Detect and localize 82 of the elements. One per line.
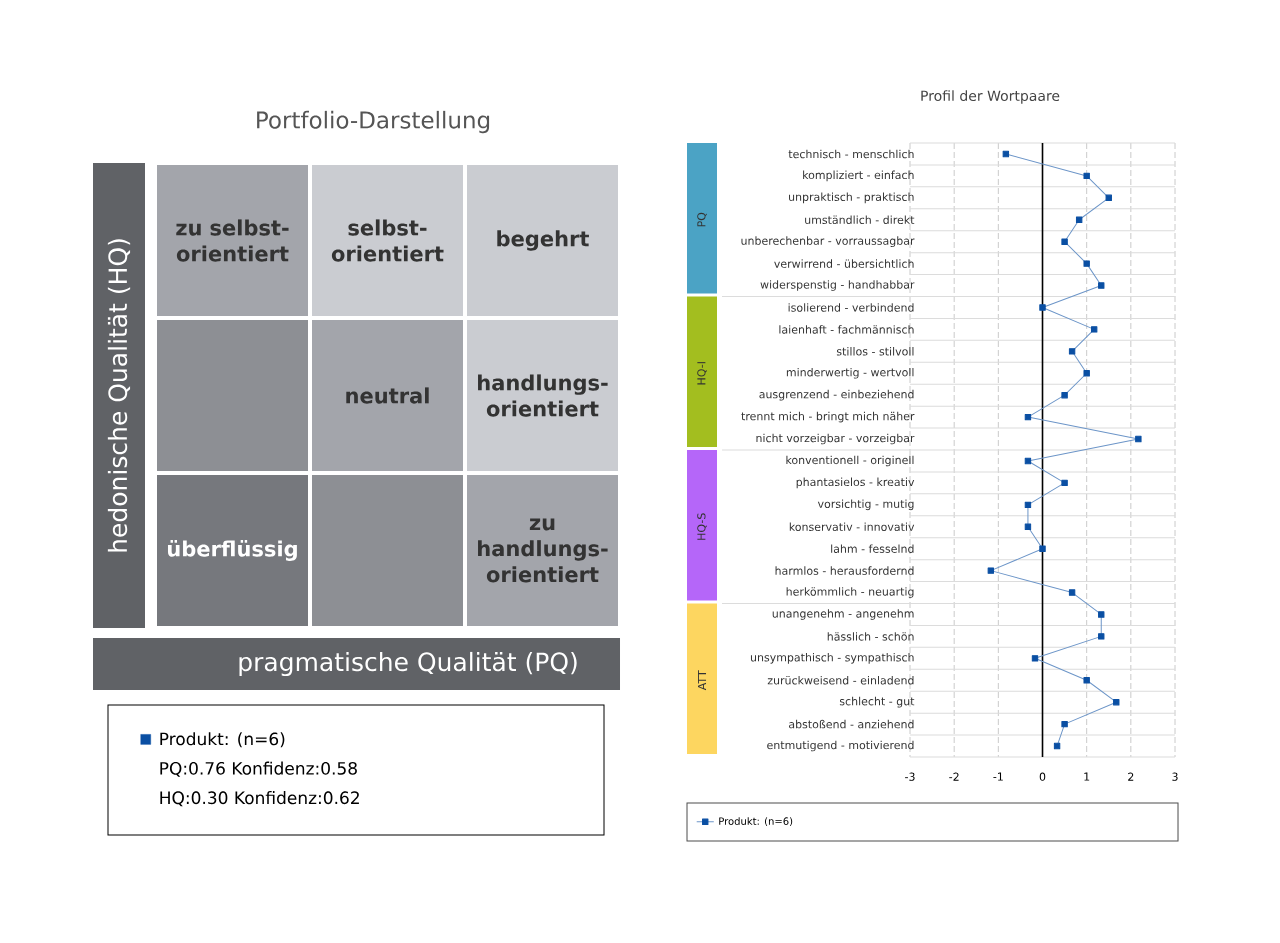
point (1061, 391, 1068, 399)
point (1039, 545, 1046, 552)
y-tick-label: herkömmlich - neuartig (786, 587, 914, 598)
text: selbst-orientiert (331, 219, 444, 262)
point (1098, 633, 1105, 640)
point (1135, 435, 1142, 443)
text: HQ-S (697, 513, 707, 540)
y-tick-label: phantasielos - kreativ (796, 477, 915, 489)
text: pragmatische Qualität (PQ) (239, 651, 577, 677)
point (1024, 523, 1032, 530)
point (1061, 238, 1068, 245)
y-tick-label: abstoßend - anziehend (789, 719, 914, 729)
point (1083, 172, 1090, 180)
text: überflüssig (167, 540, 297, 561)
point (1031, 655, 1039, 662)
y-tick-label: unpraktisch - praktisch (789, 192, 914, 204)
y-tick-label: harmlos - herausfordernd (775, 566, 914, 575)
y-tick-label: nicht vorzeigbar - vorzeigbar (756, 433, 915, 445)
point (1039, 304, 1046, 311)
chart-title: Profil der Wortpaare (921, 90, 1060, 104)
y-tick-label: entmutigend - motivierend (767, 740, 914, 752)
text: PQ (697, 212, 707, 227)
x-tick-label: 3 (1172, 772, 1178, 781)
y-tick-label: unberechenbar - vorraussagbar (741, 236, 915, 248)
y-tick-label: konservativ - innovativ (789, 522, 915, 532)
text: PQ:0.76 Konfidenz:0.58 (160, 761, 357, 777)
x-tick-label: -2 (949, 772, 959, 781)
y-tick-label: lahm - fesselnd (831, 544, 914, 553)
point (1024, 457, 1032, 465)
point (1024, 501, 1032, 509)
y-tick-label: hässlich - schön (827, 632, 914, 641)
y-tick-label: umständlich - direkt (805, 215, 915, 225)
text: Portfolio-Darstellung (257, 110, 490, 134)
x-tick-label: 0 (1039, 772, 1046, 781)
point (1002, 150, 1010, 158)
y-tick-label: ausgrenzend - einbeziehend (759, 389, 914, 401)
text: neutral (346, 387, 429, 404)
point (1068, 589, 1076, 596)
x-tick-label: 2 (1128, 772, 1134, 781)
point (1113, 698, 1120, 706)
point (1083, 260, 1090, 267)
point (987, 567, 995, 574)
y-tick-label: minderwertig - wertvoll (786, 367, 914, 379)
legend-label: Produkt: (n=6) (160, 732, 285, 748)
text: hedonische Qualität (HQ) (107, 239, 131, 552)
y-tick-label: isolierend - verbindend (788, 303, 914, 312)
y-tick-label: kompliziert - einfach (803, 170, 914, 182)
point (1053, 742, 1061, 750)
point (1083, 370, 1090, 377)
x-tick-label: -3 (905, 772, 915, 781)
x-tick-label: 1 (1084, 772, 1090, 781)
point (1098, 282, 1105, 289)
y-tick-label: unangenehm - angenehm (772, 609, 914, 620)
y-tick-label: unsympathisch - sympathisch (750, 653, 914, 664)
y-tick-label: schlecht - gut (839, 696, 915, 708)
text: zu selbst-orientiert (176, 219, 289, 262)
y-tick-label: technisch - menschlich (788, 149, 914, 159)
text: begehrt (497, 230, 589, 251)
x-tick-label: -1 (993, 772, 1003, 781)
point (1061, 479, 1068, 487)
point (1090, 326, 1098, 333)
point (1098, 611, 1105, 618)
point (1105, 194, 1112, 202)
y-tick-label: trennt mich - bringt mich näher (741, 411, 915, 423)
point (1083, 677, 1090, 684)
y-tick-label: laienhaft - fachmännisch (779, 325, 914, 334)
y-tick-label: zurückweisend - einladend (767, 676, 914, 685)
text: ATT (698, 670, 707, 691)
text: HQ-I (697, 362, 707, 385)
y-tick-label: konventionell - originell (786, 455, 914, 467)
text: zu handlungs-orientiert (478, 518, 608, 583)
y-tick-label: stillos - stilvoll (836, 347, 914, 356)
y-tick-label: widerspenstig - handhabbar (760, 280, 915, 291)
point (1061, 720, 1068, 728)
point (1024, 413, 1032, 421)
y-tick-label: vorsichtig - mutig (817, 499, 914, 511)
point (1068, 348, 1076, 355)
legend-label: Produkt: (n=6) (719, 817, 793, 827)
point (1075, 216, 1083, 223)
text: handlungs-orientiert (478, 374, 608, 417)
y-tick-label: verwirrend - übersichtlich (774, 259, 914, 268)
text: HQ:0.30 Konfidenz:0.62 (160, 791, 359, 807)
